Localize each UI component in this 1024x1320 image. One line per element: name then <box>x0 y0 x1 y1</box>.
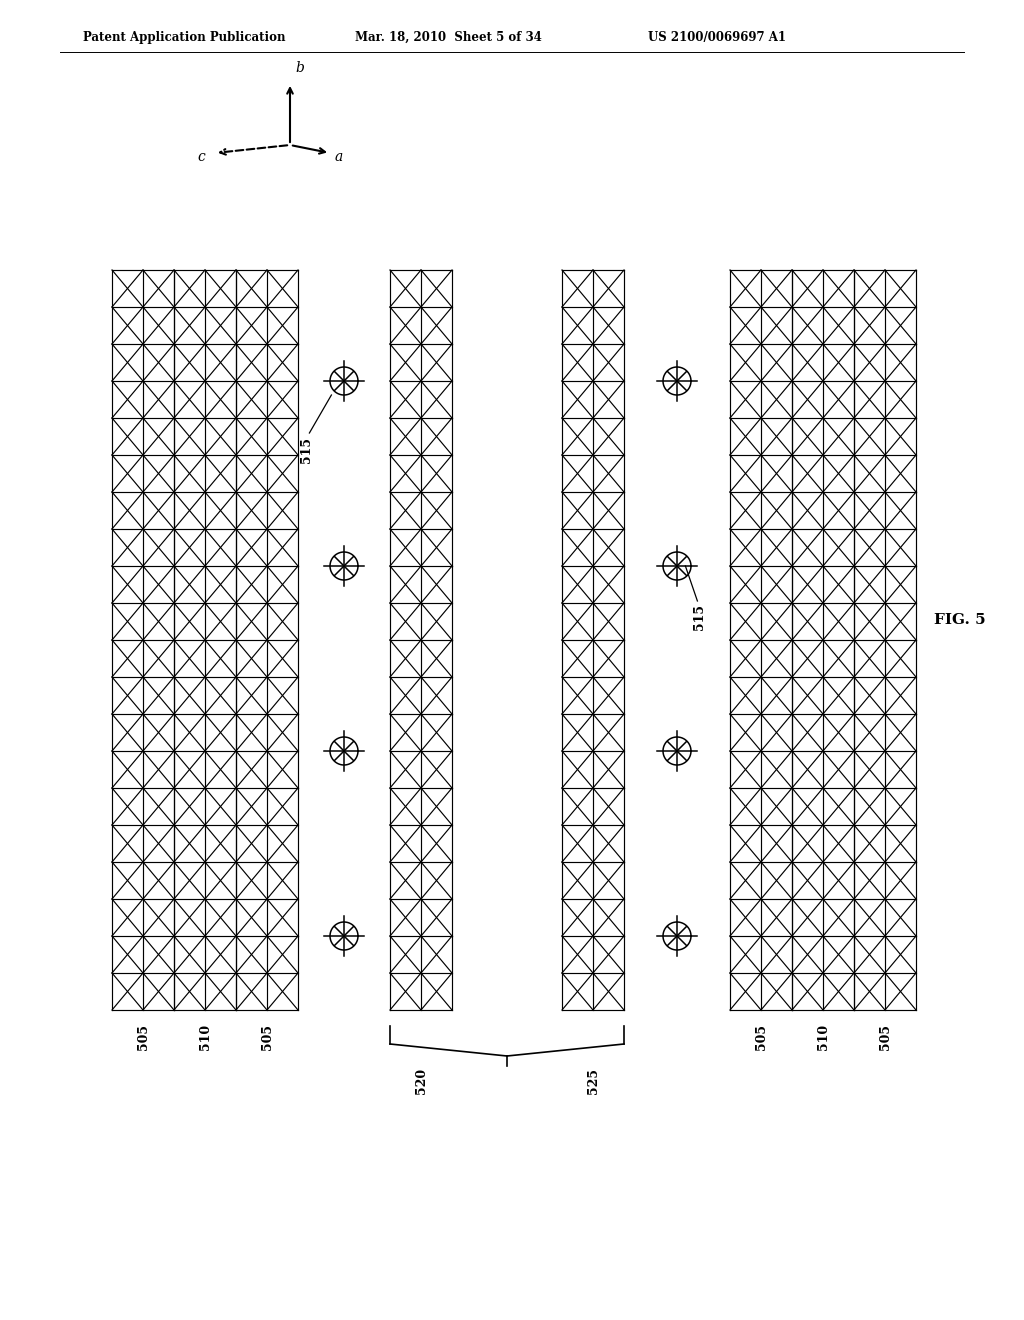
Text: 505: 505 <box>755 1024 768 1049</box>
Text: 515: 515 <box>300 437 313 463</box>
Text: 515: 515 <box>693 605 706 630</box>
Text: Patent Application Publication: Patent Application Publication <box>83 30 286 44</box>
Text: Mar. 18, 2010  Sheet 5 of 34: Mar. 18, 2010 Sheet 5 of 34 <box>355 30 542 44</box>
Text: 505: 505 <box>260 1024 273 1049</box>
Text: 520: 520 <box>415 1068 427 1094</box>
Text: 525: 525 <box>587 1068 599 1094</box>
Text: 505: 505 <box>879 1024 892 1049</box>
Text: US 2100/0069697 A1: US 2100/0069697 A1 <box>648 30 786 44</box>
Text: 510: 510 <box>816 1024 829 1051</box>
Text: a: a <box>335 150 343 164</box>
Text: c: c <box>198 150 205 164</box>
Text: FIG. 5: FIG. 5 <box>934 612 986 627</box>
Text: b: b <box>295 61 304 75</box>
Text: 510: 510 <box>199 1024 212 1051</box>
Text: 505: 505 <box>136 1024 150 1049</box>
